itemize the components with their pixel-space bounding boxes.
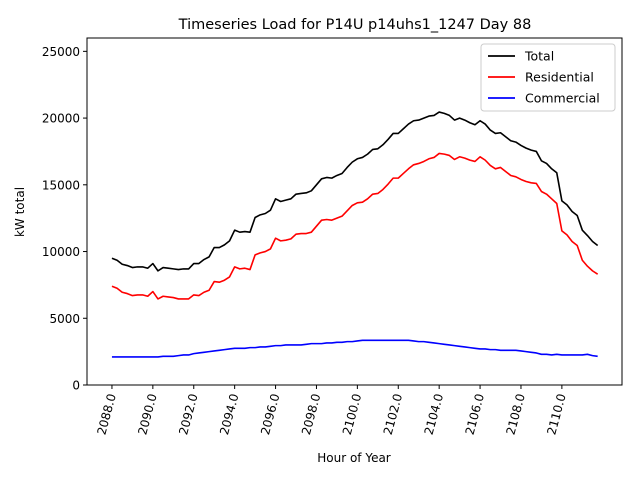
series-line-commercial xyxy=(111,339,598,358)
chart-title: Timeseries Load for P14U p14uhs1_1247 Da… xyxy=(178,17,532,33)
x-axis-label: Hour of Year xyxy=(317,451,391,465)
y-tick-label: 0 xyxy=(72,379,80,393)
legend-box xyxy=(480,43,616,112)
y-tick-label: 15000 xyxy=(42,178,80,192)
y-axis-label: kW total xyxy=(13,187,27,237)
y-tick-label: 25000 xyxy=(42,45,80,59)
series-line-residential xyxy=(111,152,599,300)
legend-label-total: Total xyxy=(524,49,554,64)
legend: Total Residential Commercial xyxy=(480,43,616,112)
legend-label-residential: Residential xyxy=(525,70,594,85)
y-axis-ticks: 0 5000 10000 15000 20000 25000 xyxy=(42,45,87,393)
axes-frame xyxy=(86,37,623,386)
plot-lines xyxy=(111,111,599,358)
y-tick-label: 20000 xyxy=(42,112,80,126)
y-tick-label: 5000 xyxy=(49,312,80,326)
series-line-total xyxy=(111,111,599,272)
y-tick-label: 10000 xyxy=(42,245,80,259)
legend-label-commercial: Commercial xyxy=(525,91,600,106)
